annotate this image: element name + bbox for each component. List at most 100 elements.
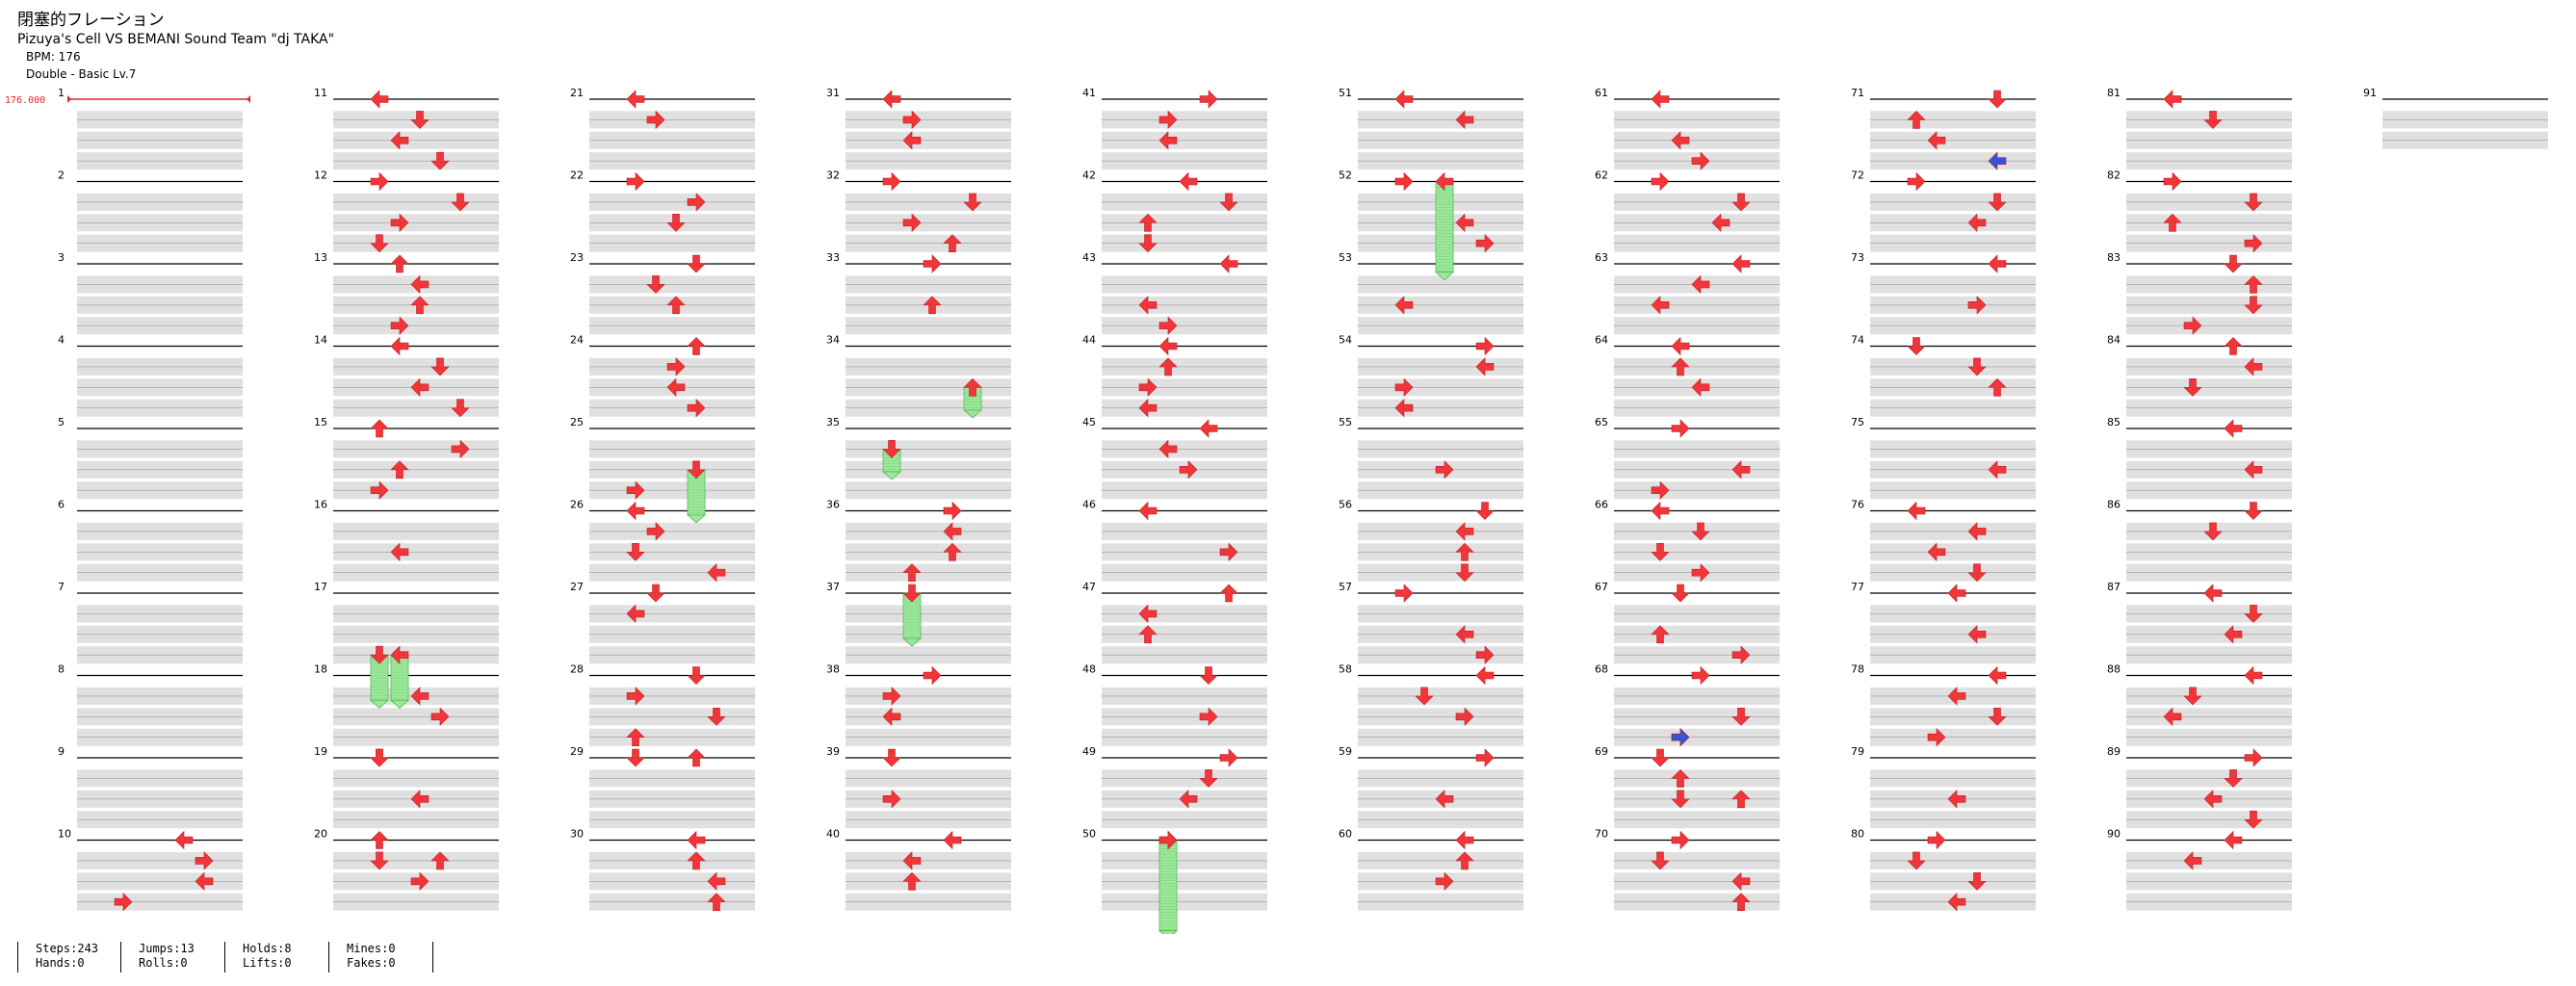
arrow-shape [1158,336,1178,356]
arrow-shape [1988,151,2007,170]
arrow-shape [1907,110,1926,129]
arrow-shape [626,728,645,747]
step-arrow [1475,645,1495,664]
arrow-shape [882,748,901,767]
step-arrow-alt [1671,727,1690,747]
step-arrow [666,357,686,376]
arrow-shape [687,254,706,273]
arrow-shape [1731,790,1751,809]
measure-number: 23 [570,251,584,264]
arrow-shape [1988,254,2007,273]
stat-mines: Mines:0 [347,942,396,955]
step-arrow [1691,274,1710,295]
arrow-shape [1947,584,1966,603]
step-arrow [666,214,686,232]
measure-number: 89 [2107,745,2121,758]
step-arrow [646,275,665,294]
measure-number: 66 [1595,499,1608,511]
step-arrow [882,171,901,192]
step-arrow [1691,665,1710,686]
measure-block: 71 [1851,87,2036,170]
measure-number: 64 [1595,334,1608,347]
arrow-shape [1651,90,1670,109]
step-arrow [1651,296,1670,315]
arrow-shape [1219,542,1238,562]
arrow-shape [2244,193,2263,212]
step-arrow [2244,665,2263,686]
measure-block: 73 [1851,251,2036,335]
step-arrow [626,748,645,767]
hold-note [962,377,983,419]
measure-block: 33 [826,251,1011,335]
step-arrow [1947,892,1966,912]
step-arrow [687,851,706,870]
measure-block: 22 [570,169,755,252]
measure-number: 49 [1082,745,1096,758]
arrow-shape [902,584,922,603]
measure-number: 79 [1851,745,1864,758]
step-arrow [1435,871,1454,892]
step-arrow [1651,542,1670,561]
step-arrow [1158,336,1178,356]
measure-number: 31 [826,87,840,99]
step-arrow [687,398,706,418]
measure-number: 78 [1851,663,1864,676]
step-arrow [1691,377,1710,398]
arrow-shape [923,296,942,315]
step-arrow [1138,501,1158,521]
measure-block: 41 [1082,87,1267,170]
hold-note [881,440,902,480]
step-arrow [923,296,942,315]
arrow-shape [410,296,429,315]
measure-block: 16 [314,499,499,582]
measure-block: 72 [1851,169,2036,252]
measure-block: 43 [1082,251,1267,335]
arrow-shape [1455,522,1474,541]
arrow-shape [1138,501,1158,521]
arrow-shape [1475,645,1495,664]
stats-holds-lifts: Holds:8 Lifts:0 [224,942,292,973]
hold-head-arrow [370,645,389,664]
arrow-shape [1691,274,1710,295]
arrow-shape [1988,90,2007,109]
measure-number: 9 [58,745,65,758]
arrow-shape [1988,460,2007,480]
arrow-shape [1731,707,1751,726]
arrow-shape [2163,90,2182,109]
arrow-shape [1927,131,1946,150]
arrow-shape [1199,419,1218,438]
arrow-shape [1731,871,1751,892]
measure-number: 19 [314,745,327,758]
step-arrow [370,419,389,438]
step-arrow [410,377,429,398]
arrow-shape [2224,254,2243,273]
arrow-shape [1947,687,1966,706]
hold-tail [962,409,983,419]
stat-hands: Hands:0 [36,956,85,970]
arrow-shape [882,171,901,192]
measure-number: 83 [2107,251,2121,264]
measure-block: 49 [1082,745,1267,829]
step-arrow [1455,522,1474,541]
arrow-shape [1475,748,1495,767]
arrow-shape [1988,665,2007,686]
step-arrow [430,707,450,727]
step-arrow [370,234,389,253]
step-arrow [882,748,901,767]
arrow-shape [1455,563,1474,583]
step-arrow [1435,790,1454,809]
measure-block: 59 [1339,745,1523,829]
step-arrow [1988,90,2007,109]
hold-tail [881,471,902,480]
measure-number: 41 [1082,87,1096,99]
step-arrow [1179,171,1198,192]
step-arrow [1394,90,1414,109]
arrow-shape [430,851,450,870]
measure-block: 42 [1082,169,1267,252]
arrow-shape [410,274,429,295]
step-arrow [390,254,409,273]
arrow-shape [2224,830,2243,850]
arrow-shape [1158,830,1178,850]
arrow-shape [666,214,686,232]
arrow-shape [1199,769,1218,788]
